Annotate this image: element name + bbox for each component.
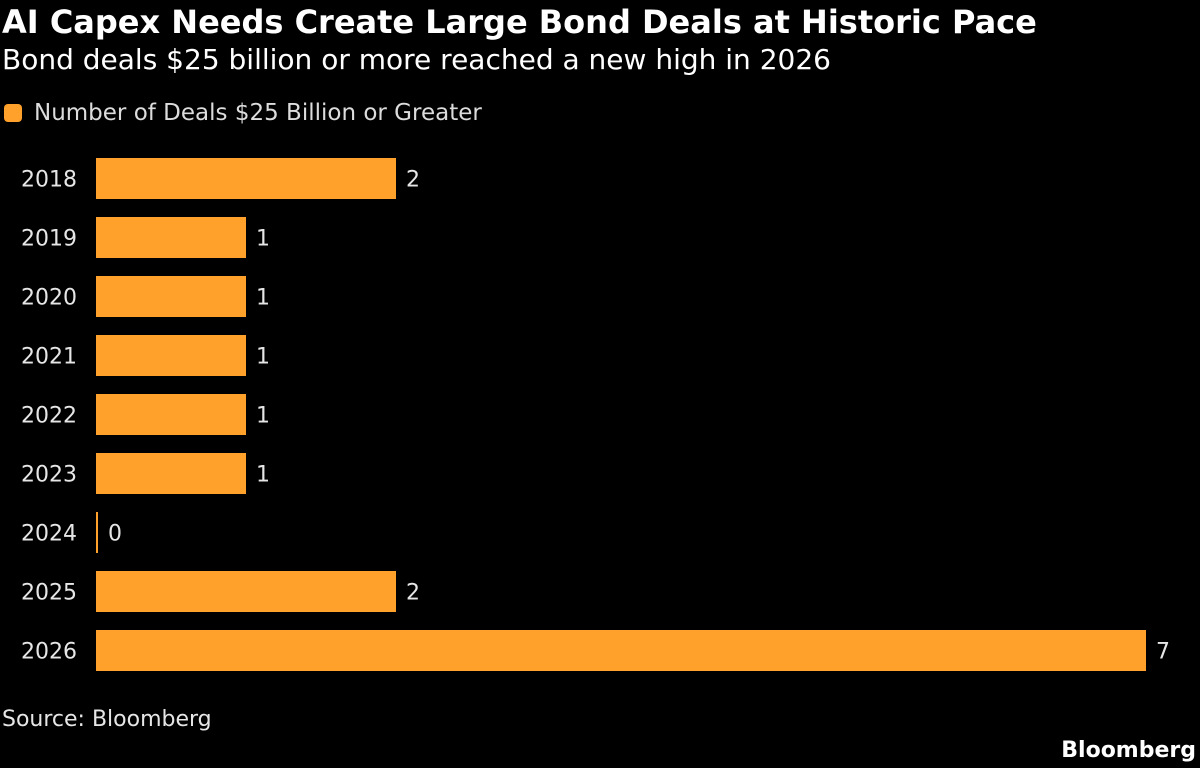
value-label-2018: 2 [406,168,420,193]
category-label-2026: 2026 [21,640,77,665]
value-label-2026: 7 [1156,640,1170,665]
value-label-2022: 1 [256,404,270,429]
bar-2018 [96,158,396,199]
bar-2023 [96,453,246,494]
value-label-2020: 1 [256,286,270,311]
bar-2020 [96,276,246,317]
bar-2024 [96,512,98,553]
legend-swatch [4,104,22,122]
value-label-2019: 1 [256,227,270,252]
chart-subtitle: Bond deals $25 billion or more reached a… [2,43,831,76]
category-label-2020: 2020 [21,286,77,311]
category-label-2018: 2018 [21,168,77,193]
category-label-2024: 2024 [21,522,77,547]
value-label-2023: 1 [256,463,270,488]
chart-title: AI Capex Needs Create Large Bond Deals a… [2,3,1037,41]
bar-2025 [96,571,396,612]
value-label-2025: 2 [406,581,420,606]
legend: Number of Deals $25 Billion or Greater [4,98,482,128]
category-label-2021: 2021 [21,345,77,370]
legend-label: Number of Deals $25 Billion or Greater [34,100,482,126]
bar-2021 [96,335,246,376]
category-label-2022: 2022 [21,404,77,429]
category-label-2025: 2025 [21,581,77,606]
bar-2019 [96,217,246,258]
brand-logo: Bloomberg [1061,738,1196,763]
bar-2022 [96,394,246,435]
category-label-2019: 2019 [21,227,77,252]
bar-chart: 2018 2 2019 1 2020 1 2021 1 2022 1 2023 1 2024 0 2025 2… [21,158,1170,671]
source-note: Source: Bloomberg [2,707,212,732]
value-label-2021: 1 [256,345,270,370]
category-label-2023: 2023 [21,463,77,488]
bar-2026 [96,630,1146,671]
value-label-2024: 0 [108,522,122,547]
